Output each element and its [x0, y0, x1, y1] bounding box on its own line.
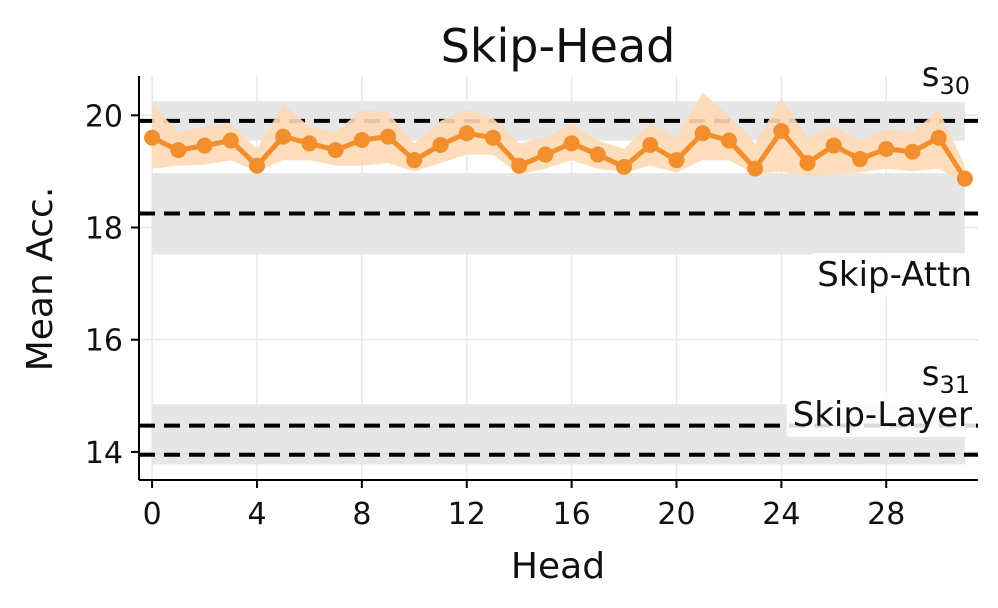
s31-label-background [915, 352, 974, 401]
skip-attn-label-text: Skip-Attn [817, 255, 972, 295]
data-point [144, 129, 161, 146]
data-point [616, 158, 633, 175]
tick-labels: 0 4 8 12 16 20 24 28 14 16 18 20 [85, 99, 906, 532]
s30-label-background [915, 53, 974, 102]
data-point [222, 132, 239, 149]
data-point [484, 129, 501, 146]
data-point [904, 143, 921, 160]
data-point [170, 142, 187, 159]
data-point [537, 146, 554, 163]
x-tick-label: 4 [247, 497, 266, 532]
skip-layer-label: Skip-Layer [786, 393, 977, 437]
data-point [799, 154, 816, 171]
data-point [852, 151, 869, 168]
data-point [275, 128, 292, 145]
data-point [642, 137, 659, 154]
data-point [196, 137, 213, 154]
s30-label: s30 [915, 53, 974, 102]
x-tick-label: 8 [352, 497, 371, 532]
data-point [825, 137, 842, 154]
x-tick-label: 12 [448, 497, 486, 532]
data-point [327, 142, 344, 159]
reference-band [152, 445, 965, 465]
skip-layer-label-text: Skip-Layer [793, 395, 972, 435]
y-tick-label: 16 [85, 324, 123, 359]
data-point [248, 157, 265, 174]
x-tick-label: 24 [762, 497, 800, 532]
data-point [406, 152, 423, 169]
x-tick-label: 16 [553, 497, 591, 532]
s30-label-subscript: 30 [939, 72, 970, 100]
y-tick-label: 14 [85, 436, 123, 471]
axes [131, 76, 978, 488]
data-point [511, 157, 528, 174]
y-tick-label: 20 [85, 99, 123, 134]
data-point [930, 129, 947, 146]
data-point [589, 146, 606, 163]
data-point [458, 125, 475, 142]
chart-title: Skip-Head [441, 19, 676, 73]
x-tick-label: 28 [867, 497, 905, 532]
data-point [773, 122, 790, 139]
y-tick-label: 18 [85, 212, 123, 247]
data-point [301, 135, 318, 152]
x-tick-label: 0 [143, 497, 162, 532]
data-point [878, 140, 895, 157]
skip-attn-label-background [811, 253, 976, 297]
data-point [956, 170, 973, 187]
data-point [432, 137, 449, 154]
x-tick-label: 20 [657, 497, 695, 532]
series-group [144, 92, 973, 187]
data-point [720, 132, 737, 149]
data-point [694, 125, 711, 142]
data-point [353, 131, 370, 148]
data-point [668, 152, 685, 169]
skip-layer-label-background [786, 393, 977, 437]
data-point [563, 135, 580, 152]
data-point [380, 128, 397, 145]
y-axis-label: Mean Acc. [20, 187, 61, 372]
x-axis-label: Head [511, 546, 605, 587]
data-point [747, 160, 764, 177]
skip-attn-label: Skip-Attn [811, 253, 976, 297]
